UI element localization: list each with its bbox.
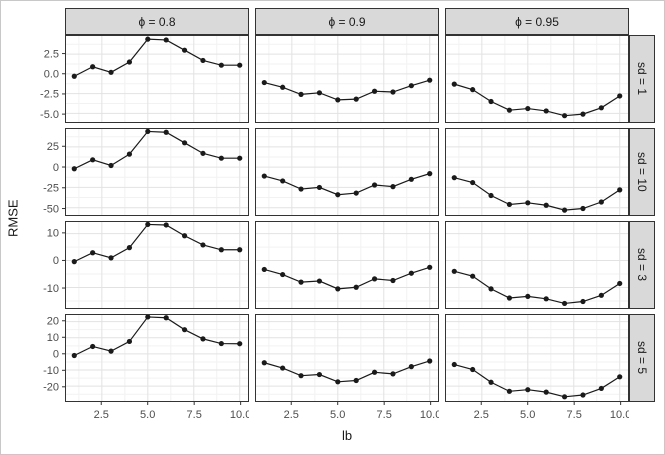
svg-text:10.0: 10.0 (230, 409, 249, 421)
svg-text:5.0: 5.0 (330, 409, 345, 421)
panel-phi-0.95-sd-10 (445, 128, 629, 216)
svg-text:2.5: 2.5 (44, 48, 59, 60)
facet-column-strip-phi-0.95: ϕ = 0.95 (445, 8, 629, 35)
panel-phi-0.95-sd-1 (445, 35, 629, 123)
facet-row-strip-sd-10: sd = 10 (629, 128, 655, 216)
facet-column-label: ϕ = 0.8 (138, 14, 176, 29)
panel-phi-0.9-sd-3 (255, 221, 439, 309)
y-axis-gutter-row-2: 25 0 -25 -50 (21, 128, 65, 216)
facet-row-strip-sd-5: sd = 5 (629, 314, 655, 402)
facet-row-label: sd = 1 (635, 62, 649, 96)
panel-phi-0.95-sd-5 (445, 314, 629, 402)
svg-text:10: 10 (47, 332, 59, 344)
x-axis-title: lb (341, 428, 353, 443)
x-axis-col-3: 2.5 5.0 7.5 10.0 (445, 402, 629, 422)
svg-text:0: 0 (53, 162, 59, 174)
svg-text:2.5: 2.5 (94, 409, 109, 421)
svg-text:0: 0 (53, 349, 59, 361)
panel-phi-0.9-sd-5 (255, 314, 439, 402)
x-axis-col-2: 2.5 5.0 7.5 10.0 (255, 402, 439, 422)
svg-text:2.5: 2.5 (284, 409, 299, 421)
panel-phi-0.8-sd-1 (65, 35, 249, 123)
svg-text:-10: -10 (43, 365, 59, 377)
svg-text:0: 0 (53, 255, 59, 267)
facet-column-label: ϕ = 0.95 (515, 14, 559, 29)
facet-row-label: sd = 10 (635, 152, 649, 192)
facet-row-strip-sd-1: sd = 1 (629, 35, 655, 123)
x-axis-col-1: 2.5 5.0 7.5 10.0 (65, 402, 249, 422)
svg-text:7.5: 7.5 (187, 409, 202, 421)
svg-text:-20: -20 (43, 382, 59, 394)
facet-column-label: ϕ = 0.9 (328, 14, 366, 29)
panel-phi-0.8-sd-5 (65, 314, 249, 402)
panel-phi-0.9-sd-1 (255, 35, 439, 123)
svg-text:7.5: 7.5 (567, 409, 582, 421)
panel-phi-0.8-sd-10 (65, 128, 249, 216)
svg-text:10.0: 10.0 (420, 409, 439, 421)
y-axis-gutter-row-4: 20 10 0 -10 -20 (21, 314, 65, 402)
svg-text:-2.5: -2.5 (40, 89, 59, 101)
svg-text:10.0: 10.0 (610, 409, 629, 421)
svg-text:2.5: 2.5 (474, 409, 489, 421)
panel-phi-0.9-sd-10 (255, 128, 439, 216)
panel-phi-0.8-sd-3 (65, 221, 249, 309)
svg-text:0.0: 0.0 (44, 69, 59, 81)
svg-text:-10: -10 (43, 283, 59, 295)
svg-text:-25: -25 (43, 183, 59, 195)
facet-grid-layout: ϕ = 0.8 ϕ = 0.9 ϕ = 0.95 RMSE 2.5 0.0 -2.5… (5, 8, 655, 452)
facet-row-strip-sd-3: sd = 3 (629, 221, 655, 309)
y-axis-gutter-row-3: 10 0 -10 (21, 221, 65, 309)
svg-text:-50: -50 (43, 203, 59, 215)
facet-row-label: sd = 3 (635, 248, 649, 282)
svg-text:20: 20 (47, 316, 59, 328)
svg-text:25: 25 (47, 141, 59, 153)
svg-text:-5.0: -5.0 (40, 109, 59, 121)
svg-text:10: 10 (47, 228, 59, 240)
svg-text:5.0: 5.0 (140, 409, 155, 421)
svg-text:7.5: 7.5 (377, 409, 392, 421)
facet-column-strip-phi-0.8: ϕ = 0.8 (65, 8, 249, 35)
facet-column-strip-phi-0.9: ϕ = 0.9 (255, 8, 439, 35)
y-axis-title: RMSE (5, 199, 21, 238)
panel-phi-0.95-sd-3 (445, 221, 629, 309)
facet-row-label: sd = 5 (635, 341, 649, 375)
svg-text:5.0: 5.0 (520, 409, 535, 421)
y-axis-gutter-row-1: 2.5 0.0 -2.5 -5.0 (21, 35, 65, 123)
